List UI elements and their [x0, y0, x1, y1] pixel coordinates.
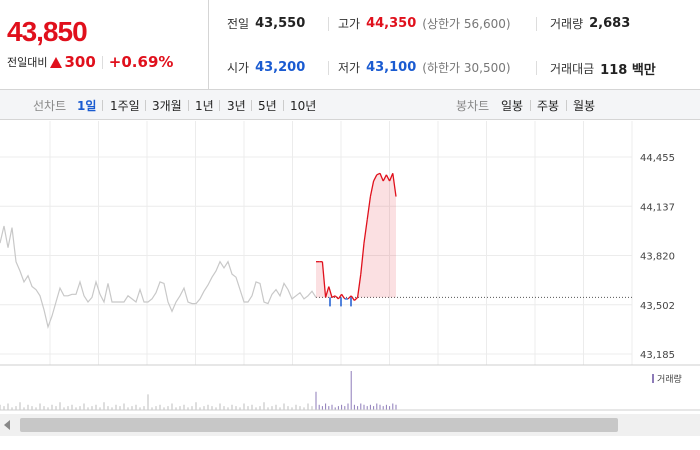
- divider: [328, 61, 329, 75]
- stat-high: 고가 44,350 (상한가 56,600): [338, 15, 511, 32]
- stat-value: 2,683: [589, 16, 631, 31]
- chart-toolbar: 선차트 1일 1주일 3개월 1년 3년 5년 10년 봉차트 일봉 주봉 월봉: [0, 90, 700, 120]
- series-segment-today: [331, 295, 336, 298]
- stats-grid: 전일 43,550 고가 44,350 (상한가 56,600) 거래량 2,6…: [210, 0, 700, 90]
- y-tick-label: 43,820: [640, 252, 675, 263]
- stat-label: 시가: [227, 61, 250, 75]
- stat-volume: 거래량 2,683: [550, 15, 630, 32]
- candle-chart-label: 봉차트: [456, 99, 490, 113]
- stat-label: 거래대금: [550, 62, 595, 76]
- price-chart: 44,455 44,137 43,820 43,502 43,185 거래량: [0, 121, 700, 411]
- volume-legend-label: 거래량: [657, 373, 682, 385]
- volume-legend-swatch: [652, 374, 654, 383]
- stat-label: 저가: [338, 61, 361, 75]
- stat-sub: (상한가 56,600): [422, 17, 511, 31]
- series-segment-today: [360, 243, 365, 275]
- current-price: 43,850: [7, 16, 88, 47]
- period-3y[interactable]: 3년: [227, 99, 246, 113]
- series-segment-today: [337, 293, 343, 300]
- stat-amount: 거래대금 118 백만: [550, 59, 656, 78]
- stat-label: 거래량: [550, 17, 584, 31]
- divider: [328, 17, 329, 31]
- divider: [566, 100, 567, 111]
- y-tick-label: 43,185: [640, 350, 675, 361]
- stat-value: 43,550: [255, 16, 306, 31]
- scroll-left-icon[interactable]: [4, 420, 10, 430]
- divider: [145, 100, 146, 111]
- stat-prev: 전일 43,550: [227, 15, 305, 32]
- change-label: 전일대비: [7, 56, 48, 69]
- chart-scrollbar[interactable]: [0, 414, 700, 436]
- series-segment-today: [353, 296, 359, 301]
- candle-weekly[interactable]: 주봉: [537, 99, 560, 113]
- change-value: 300: [64, 53, 96, 71]
- series-segment-today: [334, 295, 339, 300]
- series-segment-today: [382, 174, 387, 182]
- scroll-thumb[interactable]: [20, 418, 618, 432]
- period-3m[interactable]: 3개월: [152, 99, 182, 113]
- series-segment-today: [350, 295, 355, 301]
- series-segment-today: [388, 173, 394, 182]
- divider: [102, 100, 103, 111]
- series-segment-today: [347, 295, 352, 300]
- series-segment-today: [379, 173, 384, 182]
- divider: [219, 100, 220, 111]
- divider: [536, 61, 537, 75]
- candle-monthly[interactable]: 월봉: [573, 99, 596, 113]
- divider: [530, 100, 531, 111]
- stat-label: 전일: [227, 17, 250, 31]
- divider: [188, 100, 189, 111]
- divider: [101, 55, 103, 69]
- series-segment-today: [321, 261, 327, 298]
- divider: [283, 100, 284, 111]
- change-percent: +0.69%: [108, 53, 174, 71]
- stat-label: 고가: [338, 17, 361, 31]
- series-segment-today: [392, 173, 397, 197]
- stat-value: 44,350: [366, 16, 417, 31]
- period-1d[interactable]: 1일: [77, 99, 97, 113]
- stat-value: 43,200: [255, 60, 306, 75]
- period-1w[interactable]: 1주일: [110, 99, 140, 113]
- series-segment-today: [328, 286, 333, 298]
- y-tick-label: 44,137: [640, 202, 675, 213]
- divider: [536, 17, 537, 31]
- stat-value: 43,100: [366, 60, 417, 75]
- series-segment-today: [369, 180, 375, 197]
- line-chart-label: 선차트: [33, 99, 67, 113]
- up-triangle-icon: [50, 56, 63, 68]
- series-segment-today: [341, 293, 346, 300]
- candle-daily[interactable]: 일봉: [501, 99, 524, 113]
- series-segment-today: [373, 174, 378, 182]
- stat-value: 118 백만: [600, 63, 656, 78]
- series-area-today: [316, 173, 396, 298]
- change-row: 전일대비 300 +0.69%: [7, 53, 173, 71]
- series-segment-today: [366, 196, 372, 220]
- stat-low: 저가 43,100 (하한가 30,500): [338, 59, 511, 76]
- period-1y[interactable]: 1년: [195, 99, 214, 113]
- quote-header: 43,850 전일대비 300 +0.69% 전일 43,550 고가 44,3…: [0, 0, 700, 90]
- period-5y[interactable]: 5년: [258, 99, 277, 113]
- price-box: 43,850 전일대비 300 +0.69%: [0, 0, 209, 90]
- y-tick-label: 44,455: [640, 153, 675, 164]
- series-segment-today: [356, 274, 362, 298]
- period-10y[interactable]: 10년: [290, 99, 317, 113]
- y-tick-label: 43,502: [640, 301, 675, 312]
- series-segment-today: [363, 219, 368, 244]
- series-segment-today: [385, 174, 391, 182]
- stat-open: 시가 43,200: [227, 59, 305, 76]
- divider: [251, 100, 252, 111]
- series-segment-today: [324, 286, 330, 298]
- stat-sub: (하한가 30,500): [422, 61, 511, 75]
- series-line-prev: [0, 225, 317, 329]
